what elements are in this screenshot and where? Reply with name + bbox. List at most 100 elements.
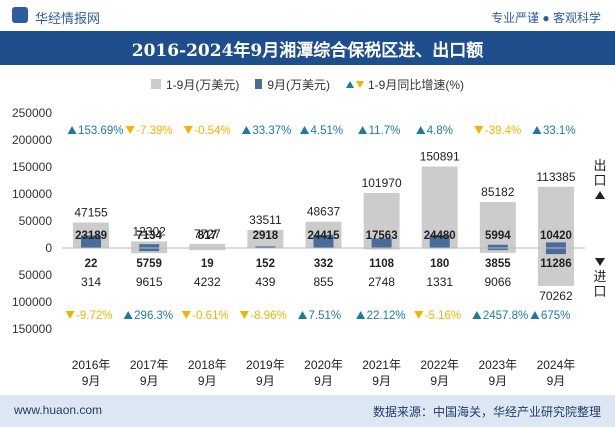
import-growth-label: 22.12% [367,310,406,322]
import-growth-up-icon [356,311,366,319]
import-growth-up-icon [123,311,133,319]
export-month-label: 23189 [75,230,107,242]
export-total-label: 101970 [362,176,402,190]
slogan: 专业严谨 ● 客观科学 [491,11,601,25]
import-month-label: 332 [314,258,333,270]
import-growth-label: -5.16% [425,310,461,322]
footer-source: 数据来源：中国海关，华经产业研究院整理 [372,405,601,419]
side-label-export: 出 口 [590,158,610,199]
import-growth-down-icon [181,311,191,319]
export-growth-label: -0.54% [194,125,230,137]
export-growth-up-icon [300,126,309,134]
import-growth-up-icon [298,311,307,319]
import-month-bar [139,248,160,252]
export-month-bar [371,238,392,248]
category-label-month: 9月 [372,374,391,388]
import-month-label: 1108 [369,258,395,270]
export-growth-label: -7.39% [136,125,172,137]
y-tick-label: 200000 [12,133,52,147]
import-growth-label: 2457.8% [483,310,528,322]
footer-website: www.huaon.com [14,403,103,417]
export-total-label: 113385 [536,170,575,184]
import-growth-label: -8.96% [250,310,286,322]
export-growth-label: 33.1% [543,125,576,137]
import-growth-up-icon [472,311,482,319]
import-total-label: 9066 [484,275,511,289]
export-month-label: 5994 [485,230,511,242]
export-total-bar [537,186,574,248]
import-growth-label: 7.51% [309,310,342,322]
import-month-label: 3855 [485,258,511,270]
side-label-import: 进 口 [590,258,610,299]
import-month-label: 180 [430,258,449,270]
category-label-month: 9月 [547,374,566,388]
export-growth-label: 4.8% [427,125,453,137]
legend-month-swatch [255,79,263,89]
top-bar: 华经情报网 专业严谨 ● 客观科学 [0,0,615,31]
category-label-month: 9月 [430,374,449,388]
legend-growth-label: 1-9月同比增速(%) [368,77,465,92]
category-label-year: 2017年 [130,358,169,372]
category-label-year: 2023年 [478,358,517,372]
footer: www.huaon.com 数据来源：中国海关，华经产业研究院整理 [0,395,615,427]
export-growth-label: 11.7% [369,125,401,137]
export-growth-up-icon [532,126,542,134]
export-total-bar [247,229,284,248]
legend-total-swatch [150,79,161,89]
export-total-bar [189,243,226,248]
import-month-label: 5759 [136,258,162,270]
side-export-char-2: 口 [593,173,607,188]
side-import-char-1: 进 [593,269,607,284]
import-growth-down-icon [65,311,75,319]
export-growth-up-icon [67,126,77,134]
import-growth-label: 296.3% [134,310,173,322]
import-total-label: 4232 [194,275,221,289]
import-total-label: 314 [81,275,101,289]
import-total-label: 439 [255,275,275,289]
category-label-year: 2021年 [362,358,401,372]
import-month-label: 11286 [540,258,571,270]
import-month-label: 152 [256,258,275,270]
y-tick-label: 50000 [19,214,53,228]
export-month-label: 817 [198,230,217,242]
legend-month-label: 9月(万美元) [267,77,330,92]
export-month-bar [255,246,276,248]
y-tick-label: 50000 [19,268,53,282]
export-month-bar [313,234,334,248]
export-month-bar [429,234,450,248]
import-total-bar [363,248,400,250]
down-triangle-icon [356,80,364,88]
legend-total-label: 1-9月(万美元) [165,77,240,92]
export-total-bar [479,202,516,248]
y-tick-label: 0 [45,241,52,255]
import-growth-up-icon [530,311,540,319]
import-growth-down-icon [239,311,249,319]
import-total-label: 2748 [368,275,395,289]
export-total-label: 48637 [307,205,341,219]
export-growth-up-icon [358,126,368,134]
category-label-year: 2022年 [420,358,459,372]
export-month-label: 24480 [424,230,456,242]
import-total-bar [479,248,516,253]
export-total-label: 12302 [132,224,166,238]
import-total-label: 9615 [136,275,163,289]
legend-total: 1-9月(万美元) [150,76,240,93]
import-growth-label: 675% [541,310,570,322]
export-total-label: 33511 [249,213,282,227]
export-growth-down-icon [183,126,193,134]
legend-growth: 1-9月同比增速(%) [346,76,464,93]
up-triangle-icon [346,80,354,88]
export-total-label: 47155 [74,206,108,220]
export-month-bar [81,235,102,248]
export-growth-down-icon [474,126,484,134]
export-month-bar [487,244,508,248]
y-tick-label: 100000 [12,295,52,309]
category-label-month: 9月 [82,374,101,388]
export-growth-up-icon [416,126,426,134]
import-month-label: 19 [201,258,214,270]
export-month-label: 7134 [136,230,162,242]
import-growth-label: -9.72% [76,310,112,322]
export-growth-label: 4.51% [311,125,344,137]
export-growth-label: 153.69% [78,125,123,137]
